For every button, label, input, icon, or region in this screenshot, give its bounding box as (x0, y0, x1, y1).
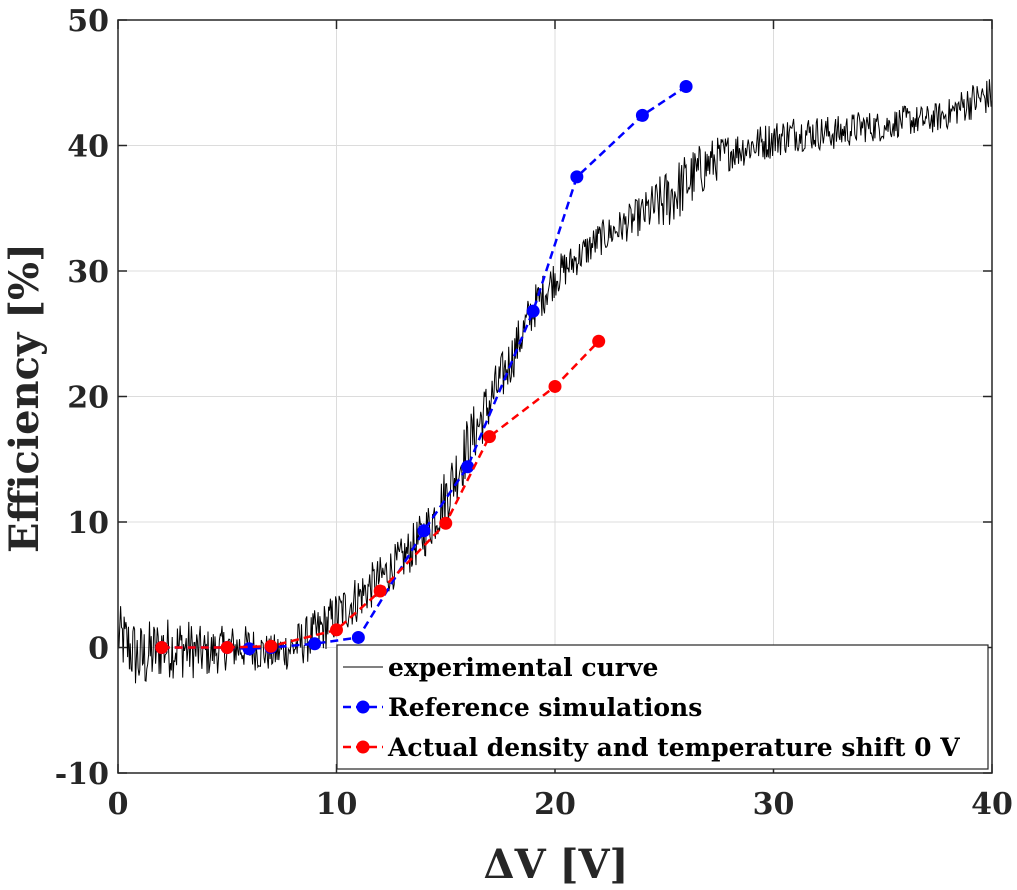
series-2 (155, 334, 606, 654)
series-marker (570, 170, 584, 184)
y-axis-label: Efficiency [%] (1, 243, 48, 553)
legend-item: experimental curve (343, 653, 658, 682)
series-marker (351, 630, 365, 644)
legend-label: experimental curve (388, 653, 658, 682)
y-tick-label: 20 (67, 381, 109, 416)
series-marker (242, 642, 256, 656)
y-tick-label: -10 (55, 757, 109, 792)
series-marker (330, 623, 343, 637)
x-axis-label: ΔV [V] (484, 841, 629, 888)
series-marker (482, 430, 496, 444)
y-tick-label: 40 (67, 130, 109, 165)
legend-item: Actual density and temperature shift 0 V (343, 733, 960, 762)
legend-box (336, 644, 989, 770)
legend-marker (356, 700, 370, 714)
legend: experimental curve Reference simulations A… (336, 644, 989, 770)
plot-series (117, 79, 993, 684)
series-marker (461, 460, 475, 474)
legend-item: Reference simulations (343, 693, 702, 722)
series-marker (155, 641, 169, 654)
series-marker (373, 584, 387, 598)
series-marker (526, 304, 540, 318)
series-marker (220, 641, 234, 654)
y-tick-label: 10 (67, 506, 109, 541)
series-marker (635, 108, 649, 122)
series-marker (417, 524, 431, 538)
series-marker (264, 639, 278, 653)
y-tick-label: 50 (67, 4, 109, 39)
x-tick-label: 40 (971, 787, 1013, 822)
series-marker (548, 379, 562, 393)
legend-label: Actual density and temperature shift 0 V (387, 733, 960, 762)
series-marker (679, 80, 693, 94)
series-marker (592, 334, 606, 348)
series-0 (117, 79, 993, 684)
y-tick-label: 30 (67, 255, 109, 290)
grid (117, 19, 993, 774)
series-marker (439, 516, 453, 530)
x-tick-label: 0 (108, 787, 129, 822)
y-tick-label: 0 (88, 632, 109, 667)
legend-label: Reference simulations (388, 693, 702, 722)
experimental-curve-line (117, 79, 993, 684)
x-tick-label: 30 (753, 787, 795, 822)
series-marker (308, 637, 322, 651)
x-tick-label: 20 (534, 787, 576, 822)
legend-marker (356, 740, 370, 754)
x-tick-label: 10 (316, 787, 358, 822)
